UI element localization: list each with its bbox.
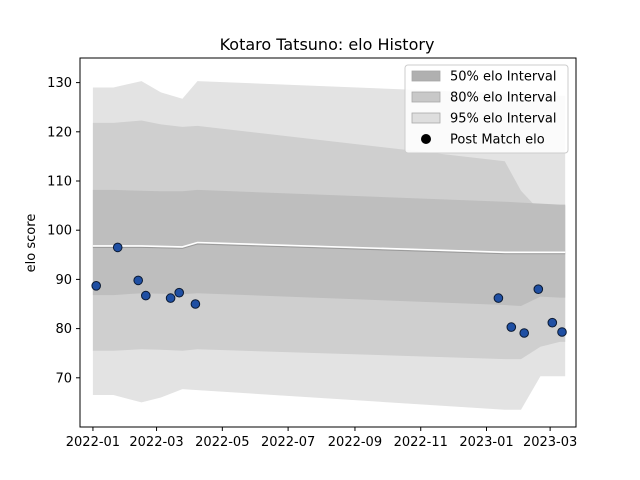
- post-match-elo-point: [91, 281, 101, 291]
- y-axis: 70 80 90 100 110 120 130: [47, 76, 80, 386]
- post-match-elo-point: [165, 293, 176, 303]
- legend-label: Post Match elo: [450, 133, 545, 148]
- legend: 50% elo Interval 80% elo Interval 95% elo …: [404, 64, 569, 154]
- post-match-elo-point: [533, 284, 544, 295]
- y-tick-label: 90: [55, 273, 72, 288]
- chart-title: Kotaro Tatsuno: elo History: [220, 35, 435, 54]
- y-tick-label: 80: [55, 322, 72, 337]
- legend-swatch-1: [411, 91, 441, 103]
- y-tick-label: 70: [55, 371, 72, 386]
- x-tick-label: 2022-11: [394, 435, 448, 450]
- post-match-elo-point: [519, 328, 530, 338]
- mean-elo-line: [92, 241, 566, 254]
- x-tick-label: 2022-03: [129, 435, 183, 450]
- y-tick-label: 130: [47, 76, 72, 91]
- post-match-elo-point: [557, 327, 567, 337]
- post-match-elo-point: [112, 242, 123, 253]
- legend-label: 80% elo Interval: [450, 91, 557, 106]
- x-tick-label: 2022-07: [261, 435, 315, 450]
- y-tick-label: 110: [47, 175, 72, 190]
- post-match-elo-point: [133, 275, 143, 286]
- legend-swatch-2: [411, 112, 441, 124]
- x-tick-label: 2022-09: [328, 435, 382, 450]
- x-axis: 2022-01 2022-03 2022-05 2022-07 2022-09 2022-…: [66, 427, 577, 450]
- x-tick-label: 2022-01: [66, 435, 120, 450]
- post-match-elo-point: [174, 287, 184, 298]
- post-match-elo-point: [506, 322, 517, 332]
- x-tick-label: 2023-01: [459, 435, 513, 450]
- legend-swatch-0: [411, 70, 441, 82]
- legend-label: 95% elo Interval: [450, 112, 557, 127]
- post-match-elo-point: [141, 290, 151, 301]
- y-tick-label: 120: [47, 125, 72, 140]
- legend-marker-post-match: [421, 134, 431, 144]
- y-tick-label: 100: [47, 224, 72, 239]
- legend-label: 50% elo Interval: [450, 70, 557, 85]
- post-match-elo-point: [493, 293, 504, 303]
- y-axis-label: elo score: [24, 214, 39, 273]
- post-match-elo-point: [190, 299, 201, 309]
- post-match-elo-point: [547, 317, 558, 328]
- x-tick-label: 2022-05: [195, 435, 249, 450]
- legend-box: [404, 64, 569, 154]
- mean-line-shadow: [92, 243, 566, 255]
- plot-frame: [79, 57, 577, 428]
- plot-area: [79, 57, 577, 428]
- x-tick-label: 2023-03: [523, 435, 577, 450]
